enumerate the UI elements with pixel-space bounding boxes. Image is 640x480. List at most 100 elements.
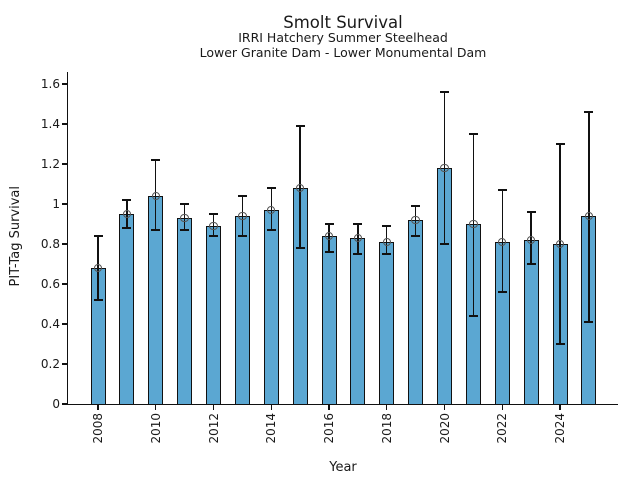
error-bar-cap-top: [555, 143, 565, 145]
error-bar-cap-top: [324, 223, 334, 225]
bar: [408, 220, 424, 406]
error-bar-cap-bottom: [93, 299, 103, 301]
x-tick: [212, 405, 215, 410]
error-bar-cap-top: [151, 159, 161, 161]
y-tick: [62, 163, 67, 165]
error-bar-cap-bottom: [468, 315, 478, 317]
y-tick-label: 1.4: [40, 117, 60, 131]
bar: [206, 226, 221, 406]
error-bar-cap-top: [468, 133, 478, 135]
chart-subtitle-line2: Lower Granite Dam - Lower Monumental Dam: [199, 45, 487, 60]
bar: [379, 242, 395, 406]
error-bar-cap-top: [237, 195, 247, 197]
error-bar-cap-bottom: [584, 321, 594, 323]
y-tick: [62, 243, 67, 245]
bar: [523, 240, 539, 406]
x-tick-label: 2008: [91, 413, 105, 444]
bar: [350, 238, 366, 406]
x-tick: [443, 405, 446, 410]
x-tick-label: 2018: [379, 413, 394, 444]
error-bar-cap-top: [180, 203, 190, 205]
error-bar-cap-top: [411, 205, 421, 207]
x-tick-label: 2012: [206, 413, 221, 444]
error-bar-cap-bottom: [526, 263, 536, 265]
data-point-marker: [238, 211, 247, 221]
error-bar-cap-top: [353, 223, 363, 225]
bar: [321, 236, 337, 406]
y-tick: [62, 83, 67, 85]
y-tick-label: 0.4: [40, 317, 60, 331]
error-bar-cap-bottom: [324, 251, 334, 253]
chart-subtitle-line1: IRRI Hatchery Summer Steelhead: [238, 30, 448, 45]
x-tick: [501, 405, 503, 410]
error-bar-cap-bottom: [209, 235, 218, 237]
error-bar-cap-bottom: [122, 227, 132, 229]
x-tick-label: 2014: [264, 413, 279, 444]
y-tick-label: 0.8: [40, 237, 60, 251]
x-tick-label: 2010: [148, 413, 163, 444]
data-point-marker: [93, 263, 103, 273]
data-point-marker: [526, 235, 536, 245]
x-tick-label: 2020: [437, 413, 452, 444]
data-point-marker: [555, 239, 565, 249]
y-tick-label: 0.2: [40, 357, 60, 371]
x-tick-label: 2016: [322, 413, 336, 444]
y-tick-label: 1.6: [40, 77, 60, 91]
bar: [119, 214, 135, 406]
error-bar-cap-bottom: [440, 243, 449, 245]
data-point-marker: [267, 205, 276, 215]
data-point-marker: [122, 209, 132, 219]
error-bar-cap-bottom: [180, 229, 190, 231]
error-bar-cap-bottom: [237, 235, 247, 237]
data-point-marker: [469, 219, 478, 229]
y-tick-label: 0.6: [40, 277, 60, 291]
y-tick: [62, 323, 67, 325]
error-bar-cap-bottom: [266, 229, 276, 231]
data-point-marker: [411, 215, 420, 225]
error-bar-cap-bottom: [497, 291, 507, 293]
x-axis-label: Year: [329, 460, 357, 475]
x-tick: [386, 405, 388, 410]
error-bar-cap-bottom: [295, 247, 305, 249]
error-bar-cap-bottom: [353, 253, 363, 255]
x-tick: [97, 405, 99, 410]
data-point-marker: [180, 213, 189, 223]
bar: [234, 216, 250, 406]
x-tick: [328, 405, 330, 410]
y-axis-spine: [66, 72, 68, 406]
error-bar-cap-top: [440, 91, 449, 93]
error-bar-cap-top: [295, 125, 305, 127]
y-tick: [62, 123, 67, 125]
data-point-marker: [151, 191, 160, 201]
data-point-marker: [498, 237, 507, 247]
error-bar-cap-bottom: [382, 253, 392, 255]
data-point-marker: [440, 163, 449, 173]
data-point-marker: [295, 183, 305, 193]
error-bar-cap-top: [93, 235, 103, 237]
y-tick-label: 1.2: [40, 157, 60, 171]
x-tick: [270, 405, 272, 410]
error-bar-cap-top: [382, 225, 392, 227]
bar: [263, 210, 279, 406]
y-tick-label: 1: [52, 197, 60, 211]
error-bar-cap-bottom: [151, 229, 161, 231]
error-bar-cap-top: [584, 111, 594, 113]
y-tick: [62, 283, 67, 285]
y-tick: [62, 363, 67, 365]
y-tick-label: 0: [52, 397, 60, 411]
error-bar-cap-top: [209, 213, 218, 215]
data-point-marker: [209, 221, 218, 231]
error-bar-cap-top: [497, 189, 507, 191]
error-bar-cap-top: [526, 211, 536, 213]
x-tick-label: 2022: [495, 413, 510, 444]
x-axis-spine: [68, 404, 618, 406]
data-point-marker: [382, 237, 391, 247]
error-bar-cap-bottom: [411, 235, 421, 237]
error-bar-cap-top: [122, 199, 132, 201]
x-tick: [155, 405, 157, 410]
x-tick: [559, 405, 561, 410]
data-point-marker: [584, 211, 594, 221]
chart-title: Smolt Survival: [283, 13, 403, 32]
data-point-marker: [353, 233, 363, 243]
